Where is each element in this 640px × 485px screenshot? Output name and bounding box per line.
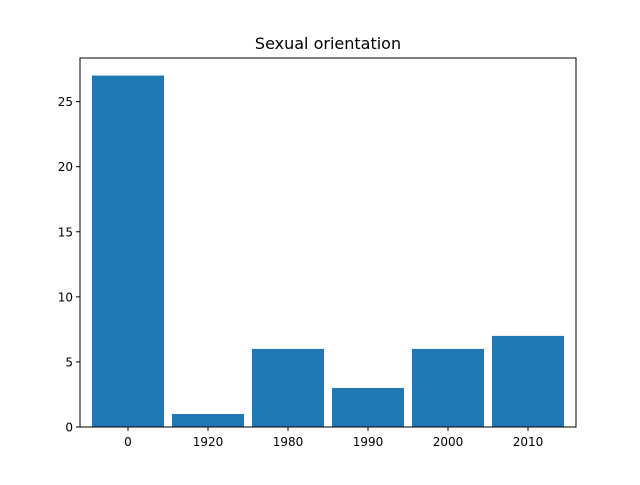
- x-tick-label: 0: [124, 435, 132, 449]
- x-tick-label: 1920: [193, 435, 224, 449]
- x-tick-label: 1990: [353, 435, 384, 449]
- bar-2000: [412, 348, 484, 427]
- y-tick-label: 0: [65, 421, 73, 435]
- bars-layer: [92, 75, 564, 427]
- x-tick-label: 2000: [433, 435, 464, 449]
- y-tick-label: 20: [58, 160, 73, 174]
- axes-layer: 0 1920 1980 1990 2000 2010 0 5 10 15 20 25: [58, 57, 577, 449]
- bar-1920: [172, 413, 244, 427]
- y-tick-label: 10: [58, 290, 73, 304]
- x-tick-label: 2010: [513, 435, 544, 449]
- bar-1990: [332, 387, 404, 427]
- plot-frame: [79, 57, 577, 428]
- y-tick-label: 15: [58, 225, 73, 239]
- y-tick-label: 5: [65, 355, 73, 369]
- chart-title: Sexual orientation: [255, 34, 401, 53]
- y-tick-label: 25: [58, 95, 73, 109]
- bar-0: [92, 75, 164, 427]
- x-tick-label: 1980: [273, 435, 304, 449]
- bar-2010: [492, 335, 564, 427]
- bar-1980: [252, 348, 324, 427]
